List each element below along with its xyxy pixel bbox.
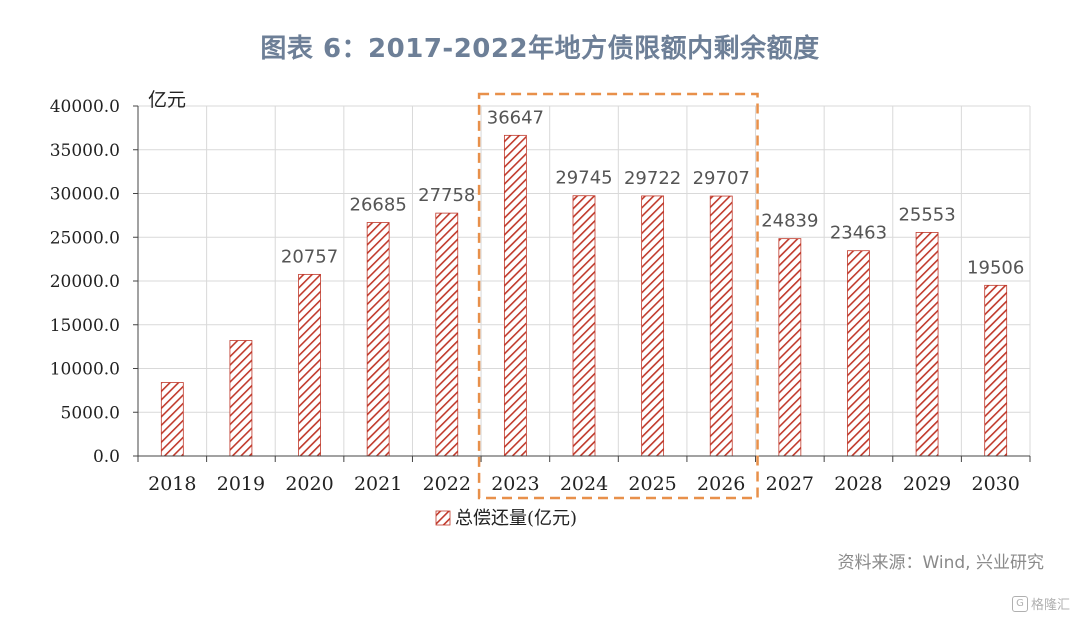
y-tick-label: 0.0 bbox=[93, 447, 120, 467]
x-tick-label: 2024 bbox=[560, 473, 608, 495]
legend-swatch bbox=[435, 510, 451, 526]
watermark: G 格隆汇 bbox=[1011, 594, 1070, 613]
bar bbox=[984, 284, 1008, 457]
x-tick-label: 2022 bbox=[423, 473, 471, 495]
x-tick-label: 2021 bbox=[354, 473, 402, 495]
data-label: 27758 bbox=[418, 185, 475, 206]
y-tick-label: 40000.0 bbox=[50, 97, 120, 117]
bar bbox=[641, 195, 665, 457]
data-label: 29745 bbox=[555, 168, 612, 189]
watermark-text: 格隆汇 bbox=[1030, 598, 1070, 613]
bar bbox=[366, 222, 390, 457]
x-tick-label: 2025 bbox=[628, 473, 676, 495]
legend-label: 总偿还量(亿元) bbox=[455, 508, 577, 529]
y-tick-label: 25000.0 bbox=[50, 228, 120, 248]
x-tick-label: 2030 bbox=[972, 473, 1020, 495]
bar bbox=[847, 250, 870, 457]
x-tick-label: 2018 bbox=[148, 473, 196, 495]
bar bbox=[435, 212, 459, 457]
x-tick-label: 2020 bbox=[285, 473, 333, 495]
bar bbox=[915, 232, 939, 457]
data-label: 24839 bbox=[761, 211, 818, 232]
bar bbox=[503, 134, 527, 457]
source-note: 资料来源：Wind, 兴业研究 bbox=[837, 553, 1044, 573]
y-tick-label: 10000.0 bbox=[50, 360, 120, 380]
y-tick-label: 5000.0 bbox=[61, 403, 120, 423]
y-tick-label: 20000.0 bbox=[50, 272, 120, 292]
data-label: 36647 bbox=[487, 107, 544, 128]
chart-title: 图表 6：2017-2022年地方债限额内剩余额度 bbox=[260, 34, 820, 64]
highlight-box bbox=[477, 92, 759, 500]
data-label: 29722 bbox=[624, 168, 681, 189]
bar bbox=[298, 273, 321, 457]
x-tick-label: 2026 bbox=[697, 473, 745, 495]
x-tick-label: 2028 bbox=[834, 473, 882, 495]
data-label: 25553 bbox=[898, 204, 955, 225]
bar bbox=[229, 340, 253, 457]
x-tick-label: 2027 bbox=[766, 473, 814, 495]
bar bbox=[160, 382, 184, 457]
data-label: 20757 bbox=[281, 246, 338, 267]
y-tick-label: 15000.0 bbox=[50, 316, 120, 336]
y-unit-label: 亿元 bbox=[148, 89, 186, 111]
data-label: 19506 bbox=[967, 257, 1024, 278]
y-axis: 0.0 5000.0 10000.0 15000.0 20000.0 25000.0 300… bbox=[50, 97, 139, 467]
bar bbox=[709, 195, 733, 457]
data-label: 29707 bbox=[693, 168, 750, 189]
data-label: 26685 bbox=[350, 195, 407, 216]
data-label: 23463 bbox=[830, 223, 887, 244]
y-tick-label: 35000.0 bbox=[50, 141, 120, 161]
data-labels: 20757 26685 27758 36647 29745 29722 29707 24839… bbox=[281, 107, 1024, 278]
bar bbox=[572, 195, 596, 457]
x-tick-label: 2023 bbox=[491, 473, 539, 495]
y-tick-label: 30000.0 bbox=[50, 185, 120, 205]
x-tick-label: 2019 bbox=[217, 473, 265, 495]
legend: 总偿还量(亿元) bbox=[435, 508, 577, 529]
x-tick-label: 2029 bbox=[903, 473, 951, 495]
bars bbox=[160, 134, 1008, 457]
x-axis: 2018 2019 2020 2021 2022 2023 2024 2025 2026 2027… bbox=[137, 455, 1031, 495]
bar bbox=[778, 238, 802, 457]
watermark-logo-icon: G bbox=[1011, 595, 1028, 612]
